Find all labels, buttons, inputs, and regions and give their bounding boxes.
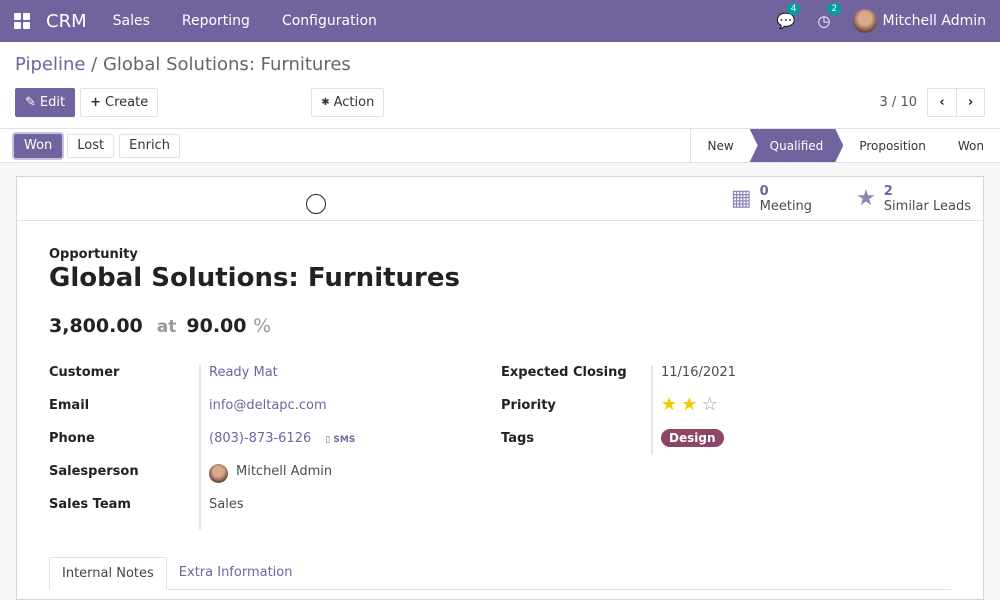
breadcrumb-current: Global Solutions: Furnitures [102, 54, 351, 75]
star-icon: ★ [856, 186, 876, 211]
email-label: Email [49, 398, 90, 413]
edit-label: Edit [39, 94, 66, 110]
similar-leads-button[interactable]: ★ 2 Similar Leads [844, 184, 983, 214]
breadcrumb-pipeline[interactable]: Pipeline [15, 54, 86, 75]
at-label: at [156, 317, 177, 337]
pager-prev-icon[interactable]: ‹ [939, 94, 945, 110]
tag-badge[interactable]: Design [661, 429, 724, 447]
avatar [852, 9, 877, 33]
sales-team-label: Sales Team [49, 497, 131, 512]
stage-proposition[interactable]: Proposition [859, 138, 926, 153]
tab-extra-information[interactable]: Extra Information [178, 565, 293, 580]
phone-label: Phone [49, 431, 95, 446]
app-brand[interactable]: CRM [46, 10, 87, 32]
salesperson-label: Salesperson [49, 464, 139, 479]
sales-team-field[interactable]: Sales [209, 497, 244, 512]
stage-new[interactable]: New [707, 138, 734, 153]
activities-badge: 2 [827, 3, 842, 15]
lost-button[interactable]: Lost [67, 133, 115, 158]
menu-sales[interactable]: Sales [112, 13, 150, 29]
leads-label: Similar Leads [883, 198, 971, 214]
pager-next-icon[interactable]: › [956, 88, 984, 116]
priority-label: Priority [501, 398, 556, 413]
user-name: Mitchell Admin [882, 13, 987, 29]
pencil-icon: ✎ [25, 94, 36, 110]
stage-won[interactable]: Won [957, 138, 984, 153]
customer-field[interactable]: Ready Mat [209, 365, 278, 380]
sms-label: SMS [333, 435, 356, 445]
meeting-count: 0 [759, 183, 769, 199]
expected-revenue: 3,800.00 [49, 315, 143, 337]
control-panel: Pipeline / Global Solutions: Furnitures … [0, 42, 1000, 129]
pager-value: 3 / 10 [879, 94, 917, 110]
tab-internal-notes[interactable]: Internal Notes [49, 557, 167, 590]
salesperson-avatar [209, 464, 228, 483]
statusbar: Won Lost Enrich New Qualified Propositio… [0, 129, 1000, 163]
apps-menu-icon[interactable] [14, 13, 30, 29]
salesperson-field[interactable]: Mitchell Admin [236, 464, 333, 479]
priority-star-1-icon[interactable]: ★ [661, 394, 678, 415]
record-title: Global Solutions: Furnitures [49, 263, 460, 293]
gear-icon: ✱ [321, 96, 330, 108]
expected-closing-field[interactable]: 11/16/2021 [661, 365, 736, 380]
user-menu[interactable]: Mitchell Admin [852, 9, 987, 33]
form-sheet: ▦ 0 Meeting ★ 2 Similar Leads Opportunity Gl… [16, 176, 984, 600]
menu-configuration[interactable]: Configuration [281, 13, 377, 29]
meeting-button[interactable]: ▦ 0 Meeting [719, 184, 824, 214]
create-label: Create [105, 94, 149, 110]
priority-star-3-icon[interactable]: ☆ [701, 394, 718, 415]
sms-button[interactable]: ▯ SMS [325, 435, 356, 445]
top-navbar: CRM Sales Reporting Configuration 💬 4 ◷ 2 … [0, 0, 1000, 42]
won-button[interactable]: Won [14, 133, 63, 158]
breadcrumb: Pipeline / Global Solutions: Furnitures [15, 54, 351, 75]
tags-label: Tags [501, 431, 535, 446]
smart-buttons: ▦ 0 Meeting ★ 2 Similar Leads [17, 177, 983, 221]
record-type: Opportunity [49, 247, 138, 262]
action-button[interactable]: ✱ Action [311, 87, 385, 117]
leads-count: 2 [883, 183, 893, 199]
plus-icon: + [90, 94, 101, 110]
revenue-line: 3,800.00 at 90.00 % [49, 315, 951, 337]
menu-reporting[interactable]: Reporting [181, 13, 250, 29]
calendar-icon: ▦ [730, 186, 752, 211]
notebook-tabs: Internal Notes Extra Information [49, 557, 951, 590]
probability: 90.00 [186, 315, 247, 337]
customer-label: Customer [49, 365, 120, 380]
stage-bar: New Qualified Proposition Won [690, 129, 1000, 162]
activities-icon[interactable]: ◷ 2 [817, 3, 842, 30]
meeting-label: Meeting [759, 198, 813, 214]
expected-closing-label: Expected Closing [501, 365, 627, 380]
mouse-cursor [306, 194, 326, 214]
action-label: Action [333, 94, 375, 110]
stage-qualified[interactable]: Qualified [750, 129, 844, 162]
phone-field[interactable]: (803)-873-6126 [209, 431, 312, 446]
priority-star-2-icon[interactable]: ★ [681, 394, 698, 415]
email-field[interactable]: info@deltapc.com [209, 398, 327, 413]
priority-widget: ★ ★ ☆ [661, 396, 736, 431]
create-button[interactable]: + Create [80, 87, 159, 117]
messages-icon[interactable]: 💬 4 [777, 3, 801, 30]
edit-button[interactable]: ✎ Edit [15, 87, 76, 117]
enrich-button[interactable]: Enrich [119, 133, 180, 158]
percent-sign: % [253, 315, 272, 337]
messages-badge: 4 [786, 3, 801, 15]
